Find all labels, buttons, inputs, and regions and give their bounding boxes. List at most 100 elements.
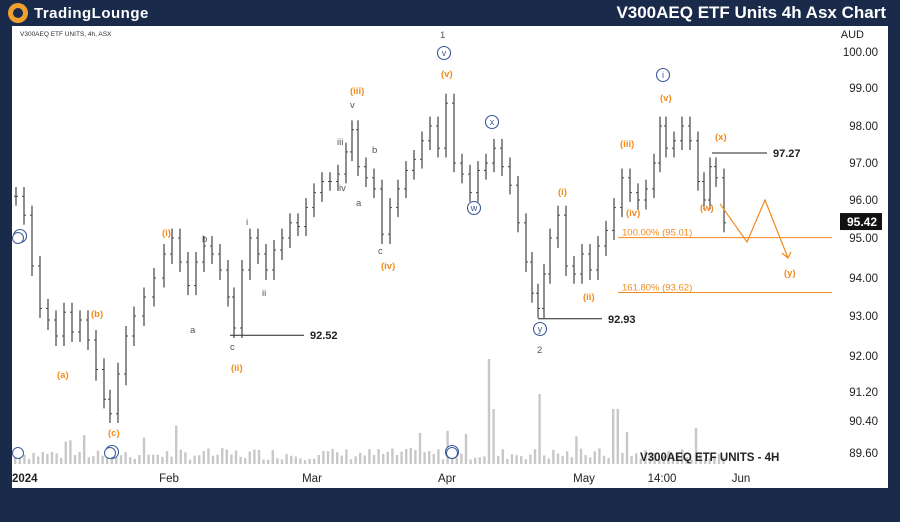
y-tick-label: 93.00 <box>849 311 878 323</box>
y-tick-label: 91.20 <box>849 387 878 399</box>
currency-label: AUD <box>841 29 864 41</box>
volume-bar <box>552 449 555 464</box>
volume-bar <box>50 451 54 464</box>
volume-bar <box>625 431 629 464</box>
wave-label: v <box>350 100 355 111</box>
wave-label: a <box>190 325 196 336</box>
volume-bar <box>451 458 454 464</box>
wave-label-circle <box>655 67 671 83</box>
wave-label-circle <box>436 45 452 61</box>
wave-label: (w) <box>700 203 714 214</box>
volume-bar <box>667 450 670 464</box>
y-tick-label: 89.60 <box>849 448 878 460</box>
volume-bar <box>501 449 504 464</box>
volume-bar <box>221 448 224 464</box>
volume-bar <box>41 452 44 464</box>
volume-bar <box>23 454 26 464</box>
wave-label: (v) <box>441 69 453 80</box>
volume-bar <box>607 458 610 464</box>
wave-label: iv <box>339 183 346 194</box>
volume-bar <box>359 452 362 464</box>
axis-marker-icon <box>12 232 24 244</box>
volume-bar <box>142 437 146 464</box>
volume-bar <box>538 394 541 464</box>
volume-bar <box>46 454 49 464</box>
wave-label: (iii) <box>350 86 364 97</box>
volume-bar <box>694 427 698 464</box>
volume-bar <box>147 454 150 464</box>
volume-bar <box>87 457 90 464</box>
brand-name: TradingLounge <box>34 4 149 22</box>
instrument-label: V300AEQ ETF UNITS, 4h, ASX <box>20 31 112 38</box>
volume-bar <box>285 454 288 464</box>
volume-bar <box>722 457 725 464</box>
volume-bar <box>630 455 633 464</box>
volume-bar <box>432 453 435 464</box>
wave-label: b <box>202 234 207 245</box>
volume-bar <box>423 452 426 464</box>
volume-bar <box>119 455 123 464</box>
volume-bar <box>363 455 366 464</box>
price-line-label: 97.27 <box>773 148 801 160</box>
volume-bar <box>570 457 573 464</box>
volume-bar <box>60 457 63 464</box>
volume-bar <box>648 453 652 464</box>
chart-title: V300AEQ ETF Units 4h Asx Chart <box>616 3 886 22</box>
volume-bar <box>487 359 491 464</box>
volume-bar <box>405 449 408 464</box>
volume-bar <box>69 440 72 464</box>
volume-bar <box>460 453 463 464</box>
volume-bar <box>331 448 334 464</box>
volume-bar <box>556 453 560 464</box>
wave-label: (x) <box>715 132 727 143</box>
wave-label: (ii) <box>231 363 243 374</box>
volume-bar <box>671 454 675 464</box>
wave-label: i <box>662 70 664 80</box>
wave-label: c <box>378 246 383 257</box>
volume-bar <box>188 459 192 464</box>
y-tick-label: 100.00 <box>843 47 878 59</box>
volume-bar <box>138 455 141 464</box>
wave-label: (a) <box>57 370 69 381</box>
volume-bar <box>14 454 17 464</box>
wave-label: (iv) <box>381 261 395 272</box>
wave-label: (b) <box>91 309 103 320</box>
volume-bar <box>708 458 711 464</box>
volume-bar <box>253 449 256 464</box>
projection-arrow-icon <box>781 251 792 259</box>
volume-bar <box>161 456 164 464</box>
axis-marker-icon <box>446 447 458 459</box>
wave-label: (i) <box>558 187 567 198</box>
volume-bar <box>27 459 31 464</box>
volume-bar <box>400 451 403 464</box>
volume-bar <box>262 459 265 464</box>
volume-bar <box>129 457 132 464</box>
volume-bar <box>239 456 242 464</box>
x-tick-label: Jun <box>732 473 751 485</box>
volume-bar <box>474 457 477 464</box>
wave-label-circle <box>484 114 500 130</box>
volume-bar <box>598 448 601 464</box>
volume-bar <box>497 455 500 464</box>
volume-bar <box>271 450 274 464</box>
wave-label: 1 <box>440 30 445 41</box>
volume-bar <box>179 449 182 464</box>
volume-bar <box>276 458 279 464</box>
volume-bar <box>322 450 325 464</box>
volume-bar <box>566 451 569 464</box>
volume-bar <box>621 452 624 464</box>
volume-bar <box>78 451 81 464</box>
volume-bar <box>280 459 284 464</box>
volume-bar <box>441 459 445 464</box>
wave-label: w <box>470 203 478 213</box>
volume-bar <box>584 455 587 464</box>
volume-bar <box>593 451 596 464</box>
fib-label: 161.80% (93.62) <box>622 282 692 293</box>
projection-path <box>719 198 792 259</box>
volume-bar <box>676 454 679 464</box>
volume-bar <box>345 449 348 464</box>
volume-bar <box>685 457 688 464</box>
wave-label: i <box>246 217 248 228</box>
volume-bar <box>73 454 77 464</box>
